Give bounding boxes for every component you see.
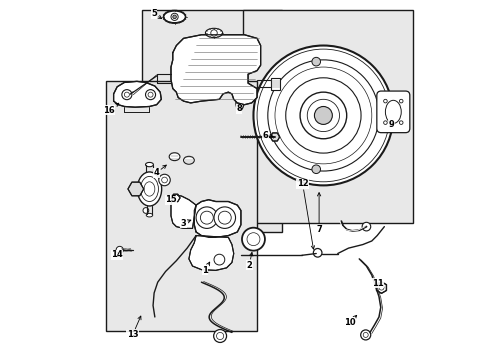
Polygon shape [128,182,143,196]
Ellipse shape [205,28,222,38]
Circle shape [172,15,176,19]
Text: 6: 6 [262,131,273,140]
Circle shape [399,121,402,125]
Circle shape [171,13,178,21]
Text: 5: 5 [151,9,162,18]
Circle shape [159,174,170,186]
Text: 1: 1 [202,262,209,275]
Polygon shape [171,195,196,228]
Text: 16: 16 [103,103,119,114]
Bar [271,78,280,90]
Circle shape [116,246,123,253]
Circle shape [311,57,320,66]
Text: 8: 8 [236,104,242,113]
Polygon shape [376,282,386,293]
Bar [242,10,412,223]
Circle shape [142,208,148,213]
Ellipse shape [145,162,153,167]
Circle shape [242,228,264,251]
Polygon shape [171,35,260,105]
FancyBboxPatch shape [376,91,409,133]
Polygon shape [171,194,180,202]
Ellipse shape [163,10,185,23]
Circle shape [311,165,320,174]
Circle shape [360,330,370,340]
Circle shape [313,248,321,257]
Text: 15: 15 [165,195,177,204]
Ellipse shape [169,153,180,161]
Circle shape [300,92,346,139]
Circle shape [362,222,370,231]
Polygon shape [270,133,279,141]
Circle shape [314,107,332,125]
Circle shape [383,99,386,103]
Text: 4: 4 [153,165,166,177]
Text: 7: 7 [316,193,321,234]
Ellipse shape [146,213,152,217]
Text: 12: 12 [296,179,314,249]
Text: 9: 9 [388,120,394,129]
Circle shape [382,112,389,119]
Polygon shape [188,235,233,270]
Polygon shape [194,200,241,237]
Polygon shape [113,81,161,107]
Circle shape [122,90,132,100]
Circle shape [253,45,392,185]
Circle shape [399,99,402,103]
Text: 10: 10 [343,315,356,327]
Circle shape [213,329,226,342]
Bar [106,81,257,330]
Circle shape [210,30,217,36]
Text: 14: 14 [111,250,123,259]
Text: 3: 3 [180,219,190,228]
Ellipse shape [183,156,194,164]
Ellipse shape [137,172,162,206]
Circle shape [145,90,155,100]
Circle shape [196,207,217,228]
Circle shape [214,207,235,228]
Text: 2: 2 [246,252,252,270]
Circle shape [214,254,224,265]
Text: 13: 13 [126,316,141,339]
Text: 11: 11 [371,279,383,288]
Circle shape [383,121,386,125]
Bar [142,10,282,232]
